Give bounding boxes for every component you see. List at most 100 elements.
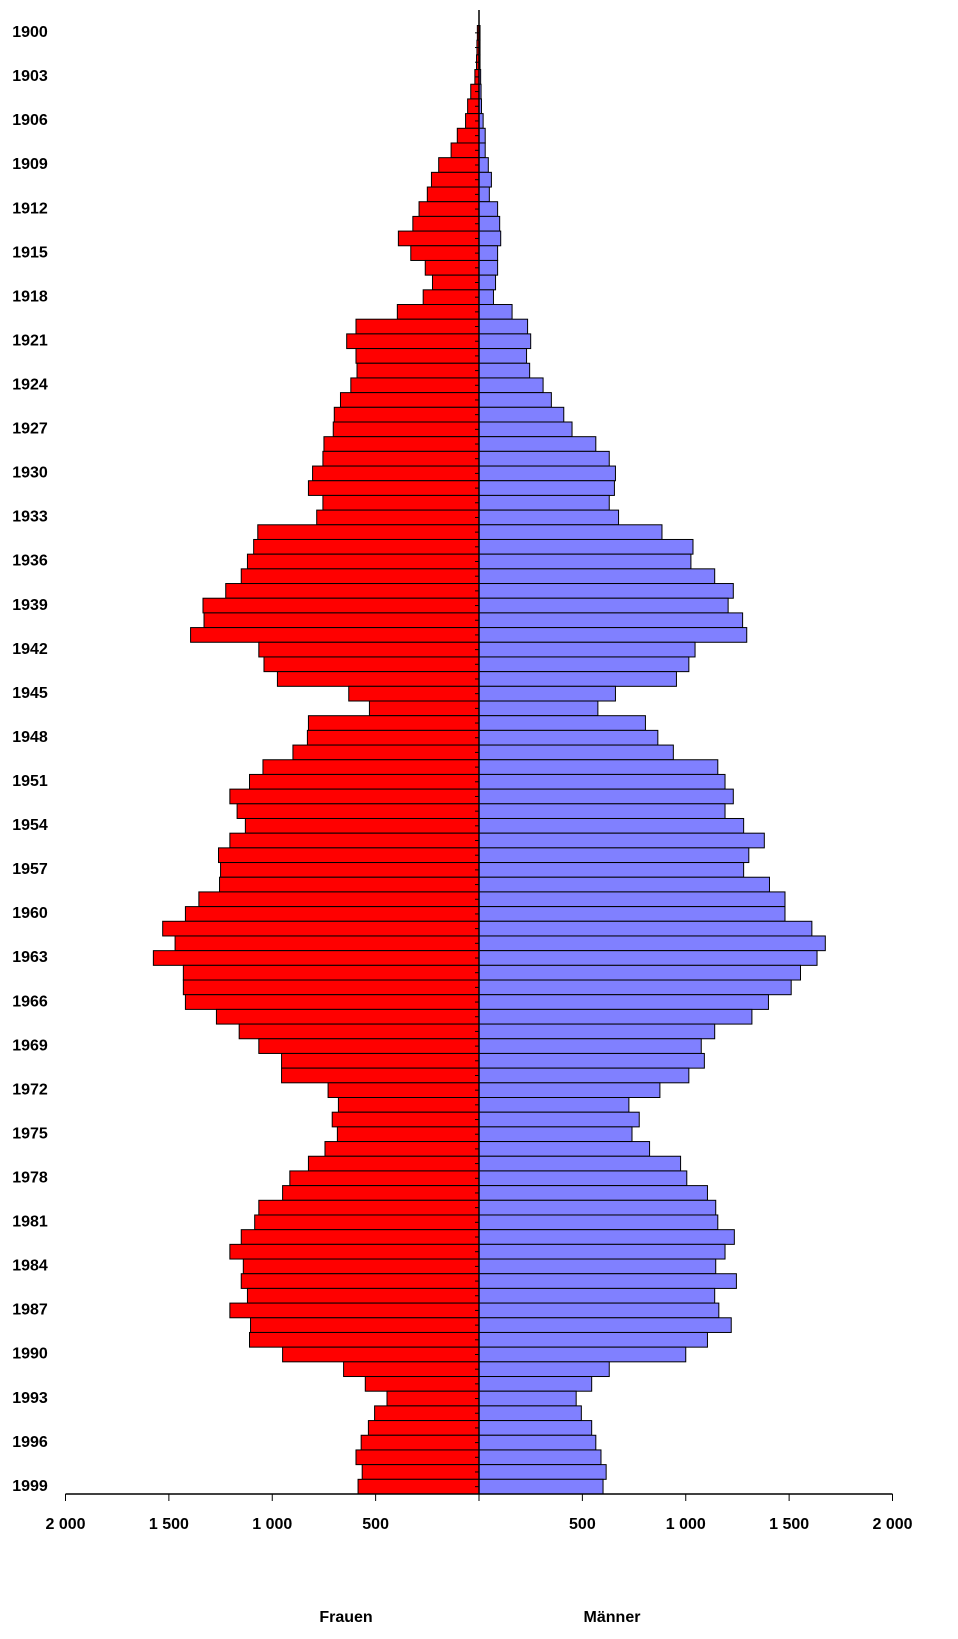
bar [478,1376,593,1392]
bar [478,994,769,1010]
bar [478,1097,630,1113]
bar [190,627,480,643]
bar [292,744,480,761]
bar [478,1082,661,1099]
bar [478,583,734,599]
bar [478,1434,597,1451]
y-tick-label: 1996 [12,1434,48,1451]
bar [346,333,480,350]
bar [478,318,529,335]
bar [357,1478,480,1495]
bar [478,612,744,629]
bar [478,127,486,144]
bar [478,920,813,937]
bar [478,671,677,687]
bar [240,1229,480,1245]
bar [478,1302,720,1319]
bar [337,1097,480,1113]
x-tick-label: 1 500 [769,1516,809,1533]
bar [258,1038,480,1054]
bar [478,788,734,805]
bar [478,1023,716,1040]
y-tick-label: 1963 [12,949,48,966]
bar [478,1287,716,1304]
bar [355,348,480,364]
bar [478,906,786,922]
bar [236,803,480,819]
bar [478,1141,651,1157]
bar [249,773,480,790]
bar [374,1405,480,1422]
bar [478,1346,687,1363]
bar [229,788,480,805]
x-tick-label: 2 000 [45,1516,85,1533]
x-axis-label: Männer [584,1609,641,1626]
bar [184,994,480,1010]
bar [478,627,748,643]
bar [355,318,480,335]
y-tick-label: 1957 [12,861,48,878]
bar [240,1273,480,1289]
bar [478,1185,708,1201]
bar [356,362,480,379]
bar [350,377,480,394]
bar [418,201,480,217]
bar [397,230,480,247]
y-tick-label: 1930 [12,465,48,482]
bar [478,1008,753,1025]
bar [478,465,616,482]
bar [478,1199,717,1216]
bar [361,1464,480,1480]
bar [478,142,486,159]
bar [246,553,480,570]
bar [478,715,646,731]
y-tick-label: 1993 [12,1390,48,1407]
bar [478,950,818,966]
x-axis-label: Frauen [319,1609,372,1626]
y-tick-label: 1969 [12,1037,48,1054]
bar [478,421,573,438]
y-tick-label: 1990 [12,1346,48,1363]
bar [348,685,480,702]
bar [198,891,480,908]
bar [478,935,826,952]
bar [364,1376,480,1392]
bar [478,744,674,761]
bar [249,1331,480,1348]
bar [333,406,480,423]
bar [478,245,499,261]
x-tick-label: 500 [569,1516,596,1533]
bar [324,1141,480,1157]
y-tick-label: 1936 [12,553,48,570]
bar [478,259,499,276]
bar [229,1243,480,1260]
bar [307,715,480,731]
bar [307,1155,480,1172]
bar [276,671,480,687]
bar [478,201,499,217]
bar [355,1449,480,1466]
bar [431,274,480,291]
bar [478,436,597,452]
bar [478,773,726,790]
bar [478,832,765,849]
bar [478,450,610,467]
bar [162,920,480,937]
bar [258,641,480,658]
bar [282,1346,480,1363]
x-tick-label: 1 000 [666,1516,706,1533]
bar [478,891,786,908]
bar [478,1361,610,1378]
bar [258,1199,480,1216]
y-tick-label: 1954 [12,817,48,834]
bar [312,465,480,482]
y-tick-label: 1948 [12,729,48,746]
y-tick-label: 1900 [12,24,48,41]
bar [240,568,480,585]
bar [478,641,696,658]
bar [478,333,532,350]
bar [478,1317,732,1333]
bar [478,597,729,614]
bar [478,862,745,878]
